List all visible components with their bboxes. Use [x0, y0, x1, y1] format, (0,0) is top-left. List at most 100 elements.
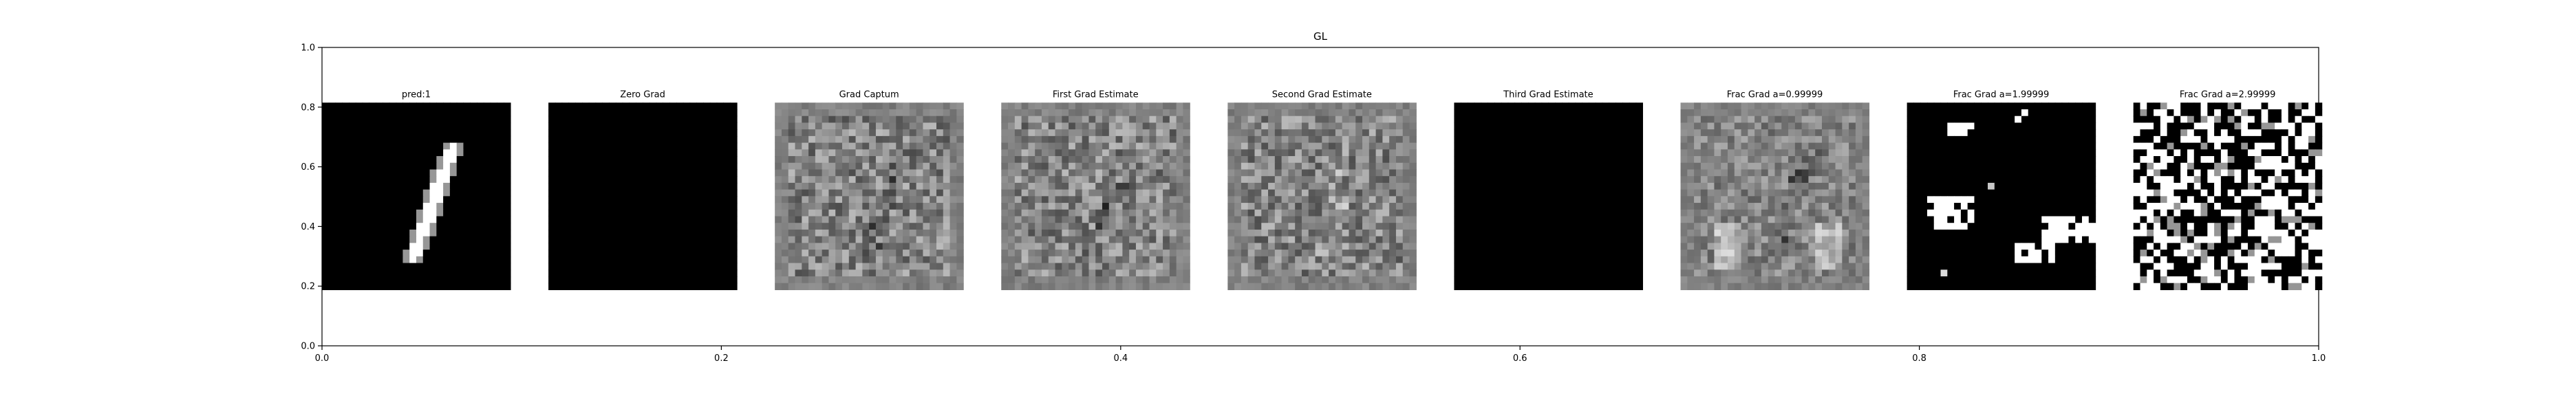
pixel: [1534, 209, 1543, 217]
pixel: [575, 169, 583, 177]
pixel: [1488, 270, 1495, 277]
pixel: [477, 176, 484, 184]
pixel: [676, 203, 684, 210]
pixel: [1322, 156, 1329, 164]
pixel: [1375, 176, 1383, 184]
pixel: [483, 169, 491, 177]
pixel: [1169, 135, 1177, 144]
pixel: [1622, 116, 1630, 124]
pixel: [1541, 250, 1549, 257]
pixel: [683, 169, 691, 177]
pixel: [815, 116, 823, 124]
pixel: [322, 283, 330, 291]
pixel: [470, 189, 477, 197]
pixel: [916, 142, 924, 150]
pixel: [1261, 129, 1269, 137]
pixel: [1582, 102, 1589, 110]
pixel: [328, 216, 336, 223]
pixel: [1494, 142, 1502, 150]
pixel: [1088, 176, 1096, 184]
pixel: [1069, 223, 1076, 230]
pixel: [1335, 270, 1343, 277]
pixel: [422, 229, 431, 237]
pixel: [1507, 156, 1516, 164]
pixel: [943, 109, 951, 117]
pixel: [422, 256, 431, 264]
pixel: [555, 189, 563, 197]
pixel: [1301, 256, 1309, 264]
pixel: [416, 243, 424, 250]
pixel: [463, 229, 471, 237]
pixel: [896, 196, 903, 204]
pixel: [1707, 122, 1715, 130]
pixel: [1501, 135, 1509, 144]
pixel: [875, 209, 883, 217]
pixel: [1014, 135, 1022, 144]
pixel: [1082, 283, 1090, 291]
pixel: [1241, 116, 1249, 124]
pixel: [875, 116, 883, 124]
pixel: [1575, 256, 1582, 264]
pixel: [1301, 250, 1309, 257]
pixel: [1700, 129, 1708, 137]
pixel: [1382, 135, 1390, 144]
pixel: [1474, 109, 1482, 117]
pixel: [555, 149, 563, 157]
pixel: [889, 109, 897, 117]
pixel: [656, 149, 664, 157]
pixel: [1041, 116, 1049, 124]
pixel: [1142, 135, 1150, 144]
pixel: [663, 176, 670, 184]
pixel: [936, 176, 944, 184]
pixel: [416, 162, 424, 170]
pixel: [869, 243, 877, 250]
pixel: [1349, 256, 1356, 264]
pixel: [1561, 243, 1569, 250]
pixel: [716, 276, 724, 284]
pixel: [1454, 129, 1461, 137]
pixel: [1163, 176, 1170, 184]
pixel: [470, 223, 477, 230]
pixel: [588, 162, 597, 170]
pixel: [1409, 196, 1417, 204]
pixel: [470, 122, 477, 130]
pixel: [396, 229, 403, 237]
pixel: [1521, 283, 1529, 291]
pixel: [1561, 229, 1569, 237]
pixel: [1349, 122, 1356, 130]
pixel: [1609, 223, 1616, 230]
pixel: [781, 116, 789, 124]
pixel: [483, 223, 491, 230]
pixel: [1481, 243, 1488, 250]
pixel: [943, 196, 951, 204]
pixel: [943, 283, 951, 291]
pixel: [1142, 156, 1150, 164]
pixel: [1102, 129, 1110, 137]
pixel: [1481, 250, 1488, 257]
pixel: [1115, 256, 1123, 264]
pixel: [815, 182, 823, 190]
pixel: [822, 176, 830, 184]
pixel: [643, 122, 650, 130]
pixel: [930, 149, 937, 157]
pixel: [775, 256, 782, 264]
pixel: [943, 176, 951, 184]
pixel: [328, 156, 336, 164]
pixel: [335, 102, 343, 110]
pixel: [1335, 216, 1343, 223]
pixel: [470, 196, 477, 204]
pixel: [497, 209, 504, 217]
pixel: [1274, 189, 1282, 197]
pixel: [730, 176, 738, 184]
pixel: [328, 243, 336, 250]
pixel: [1308, 182, 1316, 190]
pixel: [1315, 256, 1322, 264]
pixel: [788, 283, 796, 291]
pixel: [822, 129, 830, 137]
pixel: [1268, 256, 1276, 264]
pixel: [683, 162, 691, 170]
pixel: [1227, 196, 1235, 204]
pixel: [1801, 142, 1810, 150]
pixel: [1281, 236, 1289, 243]
pixel: [1234, 142, 1242, 150]
